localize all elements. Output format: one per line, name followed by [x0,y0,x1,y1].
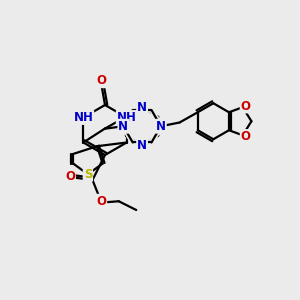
Text: S: S [84,168,92,181]
Text: O: O [96,74,106,87]
Text: N: N [137,101,147,114]
Text: O: O [96,195,106,208]
Text: N: N [156,120,166,133]
Text: O: O [65,170,75,183]
Text: N: N [118,120,128,133]
Text: O: O [241,130,251,143]
Text: NH: NH [117,111,136,124]
Text: NH: NH [74,111,93,124]
Text: O: O [241,100,251,112]
Text: N: N [137,139,147,152]
